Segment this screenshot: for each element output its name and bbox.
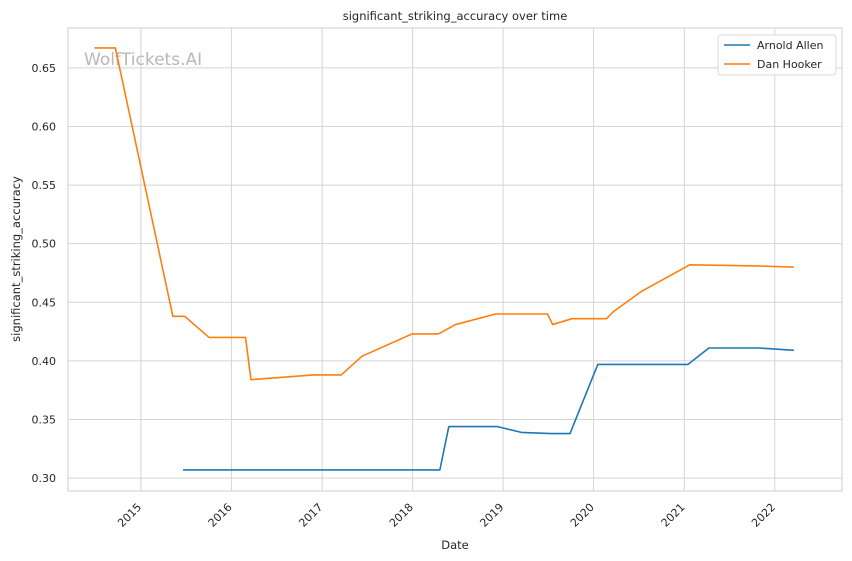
x-tick-label: 2020 — [568, 501, 597, 530]
legend-label-dan-hooker: Dan Hooker — [757, 58, 822, 71]
series-lines — [94, 47, 794, 471]
x-axis-label: Date — [441, 538, 469, 552]
y-tick-label: 0.45 — [32, 296, 57, 309]
y-tick-label: 0.65 — [32, 62, 57, 75]
y-tick-label: 0.50 — [32, 238, 57, 251]
y-tick-labels: 0.30 0.35 0.40 0.45 0.50 0.55 0.60 0.65 — [32, 62, 57, 485]
plot-background — [67, 27, 843, 492]
x-tick-label: 2021 — [659, 501, 688, 530]
y-tick-label: 0.55 — [32, 179, 57, 192]
watermark-text: WolfTickets.AI — [84, 50, 202, 70]
legend-label-arnold-allen: Arnold Allen — [757, 39, 823, 52]
y-tick-label: 0.60 — [32, 120, 57, 133]
y-tick-label: 0.40 — [32, 355, 57, 368]
x-tick-label: 2022 — [749, 501, 778, 530]
x-tick-label: 2019 — [477, 501, 506, 530]
x-tick-labels: 2015 2016 2017 2018 2019 2020 2021 2022 — [115, 501, 778, 530]
grid-lines — [68, 28, 842, 491]
y-tick-label: 0.30 — [32, 472, 57, 485]
x-tick-label: 2016 — [206, 501, 235, 530]
series-line-dan-hooker — [94, 47, 794, 381]
chart-title: significant_striking_accuracy over time — [343, 9, 568, 23]
y-tick-label: 0.35 — [32, 413, 57, 426]
legend: Arnold Allen Dan Hooker — [717, 34, 837, 76]
x-tick-label: 2015 — [115, 501, 144, 530]
series-line-arnold-allen — [183, 347, 794, 471]
x-tick-label: 2018 — [387, 501, 416, 530]
y-axis-label: significant_striking_accuracy — [9, 176, 23, 342]
x-tick-label: 2017 — [296, 501, 325, 530]
